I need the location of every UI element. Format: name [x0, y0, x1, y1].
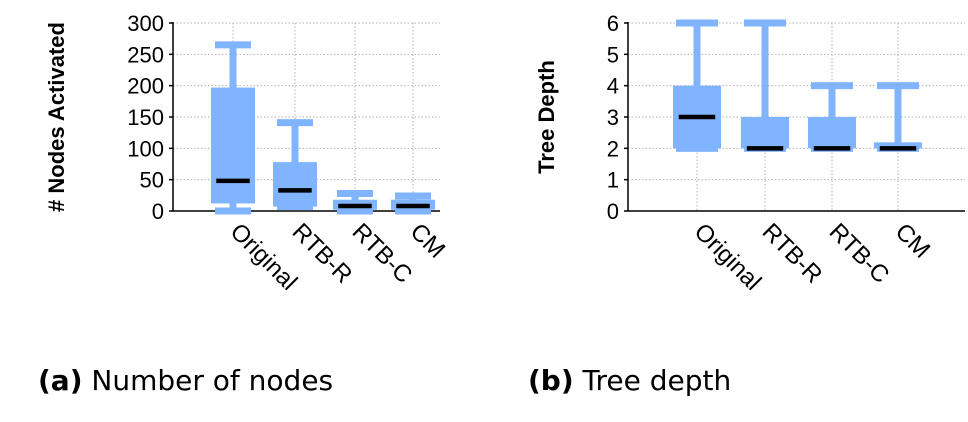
chart1-ytick-label: 200	[127, 74, 164, 99]
caption-b: (b) Tree depth	[528, 364, 731, 397]
caption-b-text: Tree depth	[582, 364, 732, 397]
caption-a-label: (a)	[38, 364, 83, 397]
chart2-category-label: RTB-C	[824, 218, 895, 289]
chart2-category-label: CM	[890, 218, 935, 263]
caption-b-label: (b)	[528, 364, 574, 397]
caption-a-text: Number of nodes	[91, 364, 334, 397]
chart1-ytick-label: 150	[127, 105, 164, 130]
chart2-category-label: RTB-R	[757, 218, 828, 289]
chart1-ylabel: # Nodes Activated	[44, 22, 69, 212]
caption-a: (a) Number of nodes	[38, 364, 333, 397]
chart1-category-label: CM	[405, 218, 450, 263]
chart2-ytick-label: 3	[607, 105, 619, 130]
chart1-ytick-label: 50	[140, 168, 164, 193]
chart1-ytick-label: 100	[127, 136, 164, 161]
chart2-ytick-label: 6	[607, 11, 619, 36]
chart1-category-label: Original	[225, 218, 303, 296]
chart2-ytick-label: 2	[607, 136, 619, 161]
chart2-rtb-r-box	[741, 117, 789, 149]
chart1-ytick-label: 300	[127, 11, 164, 36]
chart1-original-box	[211, 87, 255, 204]
chart1-category-label: RTB-C	[347, 218, 418, 289]
chart1-rtb-r-box	[273, 162, 317, 207]
chart2-rtb-c-box	[808, 117, 856, 149]
chart2-ytick-label: 0	[607, 199, 619, 224]
chart2-ylabel: Tree Depth	[534, 60, 559, 174]
chart1-ytick-label: 0	[152, 199, 164, 224]
chart2-cm-box	[874, 142, 922, 149]
chart1-ytick-label: 250	[127, 42, 164, 67]
chart2-ytick-label: 4	[607, 74, 619, 99]
chart2-ytick-label: 1	[607, 168, 619, 193]
chart2-ytick-label: 5	[607, 42, 619, 67]
chart2-category-label: Original	[689, 218, 767, 296]
